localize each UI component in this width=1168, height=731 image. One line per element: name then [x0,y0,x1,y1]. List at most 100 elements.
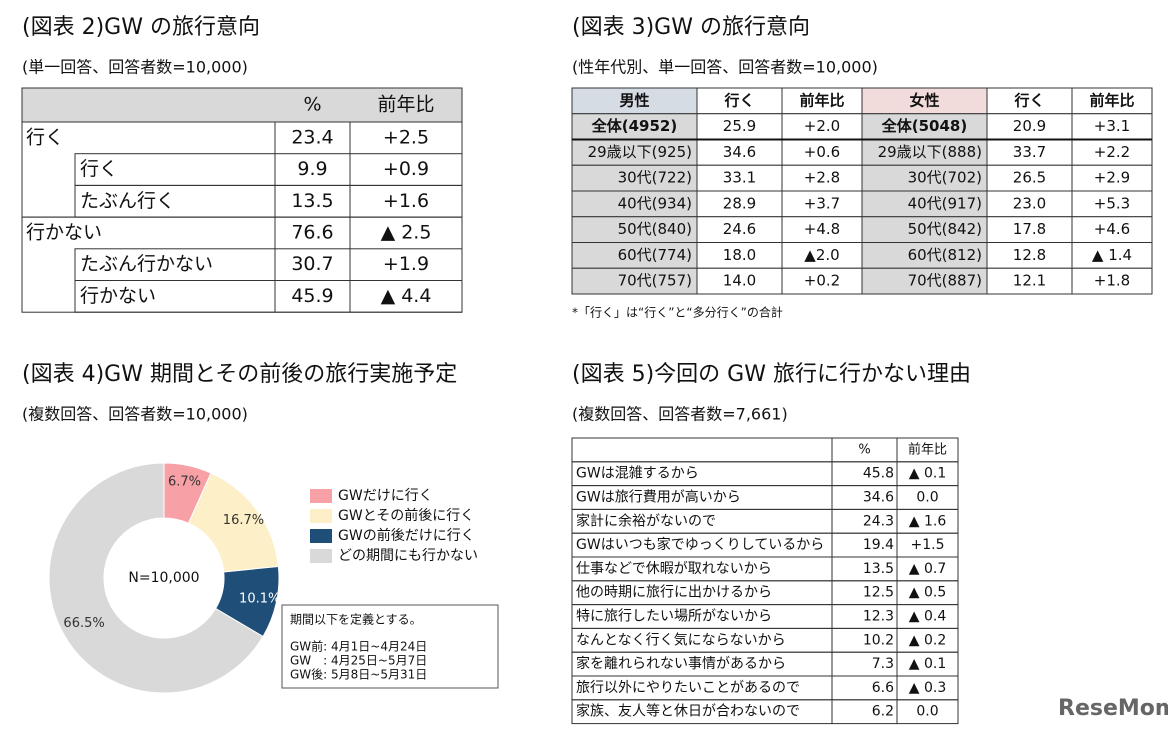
legend-label: GWだけに行く [338,488,433,504]
cell-text: % [303,94,321,116]
cell [986,164,1073,192]
cell-text: 10.2 [863,632,894,648]
cell-text: +1.9 [383,253,429,275]
cell-text: 行く [723,91,754,109]
note-box [281,604,499,689]
legend-label: どの期間にも行かない [338,548,478,564]
cell-text: 6.2 [872,704,894,720]
cell-text: 40代(934) [618,194,692,212]
cell-text: たぶん行かない [80,253,213,275]
cell-text: +2.8 [804,169,840,187]
cell [781,242,863,269]
fig5-subtitle: (複数回答、回答者数=7,661) [572,405,788,424]
cell-text: 30代(722) [618,169,692,187]
cell-text: 70代(757) [618,272,692,290]
cell-text: 28.9 [723,194,756,212]
cell-text: 家計に余裕がないので [576,512,716,529]
cell-text: 全体(5048) [881,117,967,135]
cell [571,190,698,218]
cell [781,113,863,140]
cell-text: +3.7 [804,194,840,212]
cell-text: ▲ 1.4 [1092,246,1132,264]
cell [571,267,698,295]
cell-text: 前年比 [799,91,844,109]
cell-text: 70代(887) [908,272,982,290]
cell [571,437,833,463]
cell-text: ▲ 0.7 [909,561,946,577]
center-label: N=10,000 [128,570,199,586]
cell-text: 仕事などで休暇が取れないから [576,561,772,577]
donut-segment [48,462,264,694]
cell [1071,139,1153,166]
cell-text: +4.6 [1094,220,1130,238]
cell [571,164,698,192]
cell-text: 全体(4952) [591,117,677,135]
cell [861,139,988,166]
fig5-title: (図表 5)今回の GW 旅行に行かない理由 [572,362,971,387]
note-text: GW後: 5月8日~5月31日 [290,668,427,682]
cell-text: 行く [1013,91,1044,109]
cell-text: 30.7 [291,253,333,275]
logo: ReseMom [1058,696,1168,721]
cell-text: +0.9 [383,158,429,180]
cell [571,87,698,115]
legend-label: GWの前後だけに行く [338,527,475,544]
cell [74,280,463,313]
cell [1071,216,1153,243]
cell-text: 45.9 [291,285,333,307]
fig3-title: (図表 3)GW の旅行意向 [572,15,810,40]
legend-swatch [310,509,332,523]
cell-text: なんとなく行く気にならないから [576,632,786,648]
value-label: 6.7% [168,475,201,490]
fig3-subtitle: (性年代別、単一回答、回答者数=10,000) [572,58,878,77]
cell-text: ▲ 0.1 [909,466,946,482]
cell-text: 30代(702) [908,169,982,187]
cell [1071,267,1153,295]
cell-text: 他の時期に旅行に出かけるから [576,585,772,601]
cell-text: 女性 [909,91,939,109]
cell-text: 29歳以下(888) [878,143,982,161]
cell-text: +2.5 [383,126,429,148]
cell-text: 33.7 [1013,143,1046,161]
cell-text: 行く [80,158,118,180]
cell-text: ▲ 0.5 [909,585,946,601]
cell-text: 23.0 [1013,194,1046,212]
fig2-title: (図表 2)GW の旅行意向 [22,15,260,40]
cell-text: 20.9 [1013,117,1046,135]
legend-label: GWとその前後に行く [338,507,474,524]
cell-text: 14.0 [723,272,756,290]
cell-text: +2.0 [804,117,840,135]
cell-text: +2.2 [1094,143,1130,161]
cell-text: 13.5 [291,190,333,212]
cell-text: 29歳以下(925) [588,143,692,161]
cell [896,699,959,725]
cell-text: ▲2.0 [804,246,839,264]
cell-text: +1.6 [383,190,429,212]
note-text: 期間以下を定義とする。 [290,612,422,627]
cell [861,216,988,243]
cell-text: ▲ 0.1 [909,656,946,672]
cell [1071,242,1153,269]
cell-text: ▲ 0.3 [909,680,946,696]
cell [21,87,463,123]
cell-text: 24.3 [863,513,894,529]
cell-text: GWは旅行費用が高いから [576,489,741,506]
cell-text: +0.6 [804,143,840,161]
cell-text: % [858,442,870,457]
fig4-title: (図表 4)GW 期間とその前後の旅行実施予定 [22,362,457,387]
cell-text: 7.3 [872,656,894,672]
cell-text: 行かない [80,285,156,307]
cell-text: +1.5 [911,537,945,553]
cell-text: 12.1 [1013,272,1046,290]
cell-text: 50代(842) [908,220,982,238]
cell-text: 40代(917) [908,194,982,212]
value-label: 10.1% [239,592,280,607]
cell [986,216,1073,243]
legend-swatch [310,489,332,503]
cell-text: +4.8 [804,220,840,238]
cell-text: 行く [26,126,64,148]
cell-text: 家を離れられない事情があるから [576,655,786,672]
cell-text: +1.8 [1094,272,1130,290]
cell [781,267,863,295]
